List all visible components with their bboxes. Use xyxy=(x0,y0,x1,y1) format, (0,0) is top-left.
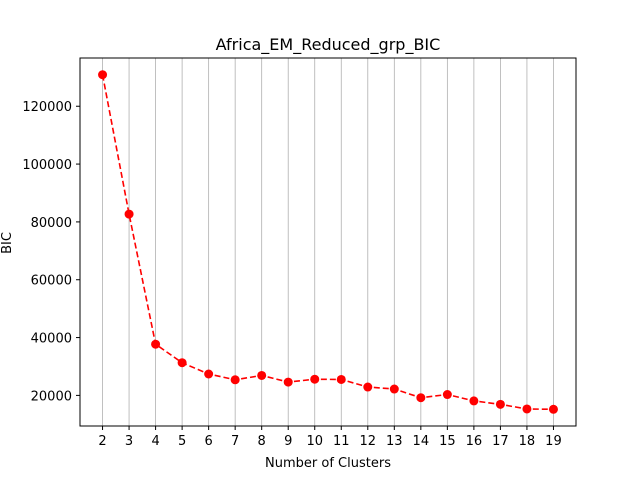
x-tick-label: 13 xyxy=(386,434,403,449)
data-point xyxy=(389,384,399,394)
y-tick-label: 100000 xyxy=(22,158,72,173)
y-tick-label: 120000 xyxy=(22,100,72,115)
data-point xyxy=(151,339,161,349)
data-point xyxy=(495,399,505,409)
x-axis: 2 3 4 5 6 7 8 9 10 11 12 13 14 15 16 17 18 19 xyxy=(98,426,562,449)
x-tick-label: 12 xyxy=(360,434,377,449)
chart-title: Africa_EM_Reduced_grp_BIC xyxy=(216,35,441,55)
x-tick-label: 15 xyxy=(439,434,456,449)
x-tick-label: 9 xyxy=(284,434,292,449)
data-point xyxy=(522,404,532,414)
x-tick-label: 14 xyxy=(413,434,430,449)
data-point xyxy=(257,370,267,380)
data-point xyxy=(204,369,214,379)
data-point xyxy=(416,393,426,403)
x-axis-label: Number of Clusters xyxy=(265,456,391,471)
data-point xyxy=(363,382,373,392)
y-tick-label: 20000 xyxy=(31,389,72,404)
y-axis-label: BIC xyxy=(0,232,15,254)
series-layer xyxy=(98,70,558,414)
x-tick-label: 16 xyxy=(466,434,483,449)
x-tick-label: 3 xyxy=(125,434,133,449)
data-point xyxy=(310,374,320,384)
data-point xyxy=(177,358,187,368)
x-tick-label: 10 xyxy=(306,434,323,449)
x-tick-label: 17 xyxy=(492,434,509,449)
y-tick-label: 40000 xyxy=(31,332,72,347)
data-point xyxy=(336,374,346,384)
x-tick-label: 4 xyxy=(151,434,159,449)
x-tick-label: 2 xyxy=(98,434,106,449)
x-tick-label: 5 xyxy=(178,434,186,449)
data-point xyxy=(442,390,452,400)
data-point xyxy=(98,70,108,80)
x-tick-label: 11 xyxy=(333,434,350,449)
x-tick-label: 6 xyxy=(205,434,213,449)
data-point xyxy=(469,396,479,406)
x-tick-label: 18 xyxy=(519,434,536,449)
x-tick-label: 7 xyxy=(231,434,239,449)
y-tick-label: 80000 xyxy=(31,216,72,231)
data-point xyxy=(124,209,134,219)
data-point xyxy=(230,375,240,385)
grid-lines xyxy=(102,58,554,426)
x-tick-label: 8 xyxy=(258,434,266,449)
plot-frame xyxy=(79,57,577,427)
series-line xyxy=(101,74,554,411)
y-axis: 20000 40000 60000 80000 100000 120000 xyxy=(22,100,80,404)
x-tick-label: 19 xyxy=(545,434,562,449)
data-point xyxy=(283,377,293,387)
y-tick-label: 60000 xyxy=(31,274,72,289)
data-point xyxy=(548,404,558,414)
